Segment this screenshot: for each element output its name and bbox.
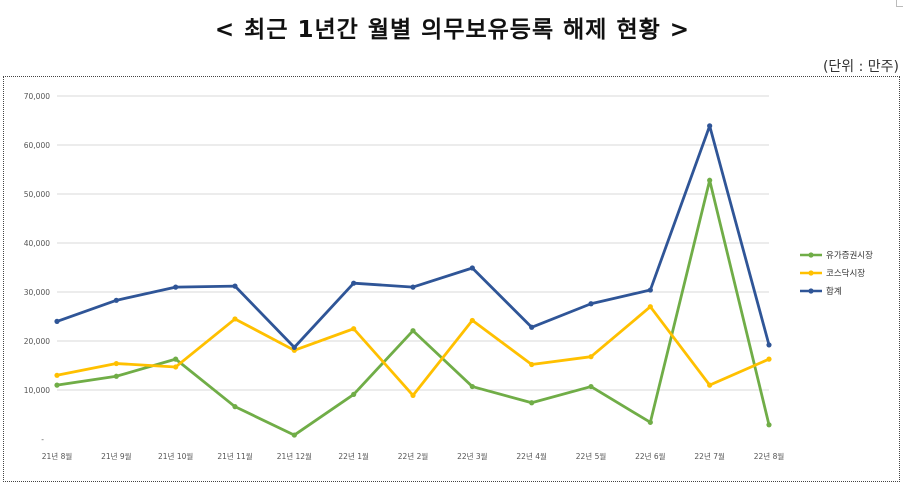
data-point bbox=[351, 326, 357, 332]
data-point bbox=[173, 356, 179, 362]
legend-label: 합계 bbox=[826, 286, 842, 297]
data-point bbox=[410, 284, 416, 290]
data-point bbox=[647, 304, 653, 310]
data-point bbox=[469, 317, 475, 324]
y-tick-label: 50,000 bbox=[24, 190, 50, 199]
y-tick-label: 60,000 bbox=[24, 141, 50, 150]
data-point bbox=[351, 280, 357, 286]
data-point bbox=[647, 419, 653, 425]
data-point bbox=[588, 354, 594, 360]
data-point bbox=[647, 287, 653, 293]
data-point bbox=[232, 316, 238, 322]
series-line-2 bbox=[56, 124, 771, 349]
data-point bbox=[469, 383, 475, 390]
y-tick-label: 30,000 bbox=[24, 288, 50, 297]
data-point bbox=[707, 177, 713, 183]
data-point bbox=[588, 383, 594, 390]
data-point bbox=[707, 382, 713, 388]
y-tick-label: 10,000 bbox=[24, 386, 50, 395]
data-point bbox=[529, 324, 535, 330]
data-point bbox=[291, 432, 297, 438]
x-tick-label: 22년 7월 bbox=[694, 451, 725, 461]
data-point bbox=[173, 284, 179, 290]
data-point bbox=[766, 422, 772, 428]
data-point bbox=[291, 344, 297, 350]
data-point bbox=[113, 373, 119, 379]
line-chart: - 10,000 20,000 30,000 40,000 50,000 60,000 70,… bbox=[24, 92, 873, 461]
data-point bbox=[529, 400, 535, 406]
x-tick-label: 21년 8월 bbox=[42, 451, 73, 461]
chart-container: - 10,000 20,000 30,000 40,000 50,000 60,000 70,… bbox=[3, 76, 900, 482]
series-line-1 bbox=[56, 305, 770, 397]
legend-marker bbox=[808, 288, 814, 294]
y-tick-label: 70,000 bbox=[24, 92, 50, 101]
x-tick-label: 21년 9월 bbox=[101, 451, 132, 461]
data-point bbox=[113, 360, 119, 367]
frame-corner-mark bbox=[896, 0, 903, 7]
legend-label: 유가증권시장 bbox=[826, 250, 873, 261]
x-tick-label: 22년 6월 bbox=[635, 451, 666, 461]
x-tick-label: 22년 1월 bbox=[338, 451, 369, 461]
y-tick-label: - bbox=[41, 435, 44, 444]
data-point bbox=[766, 342, 772, 348]
data-point bbox=[766, 356, 772, 362]
data-point bbox=[588, 301, 594, 307]
x-tick-label: 21년 12월 bbox=[277, 451, 312, 461]
legend-marker bbox=[808, 270, 814, 276]
data-point bbox=[54, 318, 60, 324]
legend-marker bbox=[808, 252, 814, 258]
data-point bbox=[232, 283, 238, 289]
x-tick-label: 22년 4월 bbox=[516, 451, 547, 461]
data-point bbox=[54, 382, 60, 388]
x-tick-label: 22년 8월 bbox=[754, 451, 785, 461]
data-point bbox=[469, 265, 475, 271]
x-tick-label: 22년 2월 bbox=[398, 451, 429, 461]
data-point bbox=[351, 391, 357, 398]
data-point bbox=[113, 297, 119, 303]
x-tick-label: 22년 5월 bbox=[576, 451, 607, 461]
data-point bbox=[232, 404, 238, 410]
y-tick-label: 20,000 bbox=[24, 337, 50, 346]
data-point bbox=[529, 361, 535, 368]
unit-note: (단위 : 만주) bbox=[822, 59, 899, 75]
data-point bbox=[707, 123, 713, 129]
x-tick-label: 21년 10월 bbox=[158, 451, 193, 461]
x-tick-label: 21년 11월 bbox=[217, 451, 252, 461]
data-point bbox=[173, 364, 179, 370]
legend-label: 코스닥시장 bbox=[826, 268, 865, 279]
data-point bbox=[410, 328, 416, 334]
y-tick-label: 40,000 bbox=[24, 239, 50, 248]
data-point bbox=[410, 392, 416, 398]
data-point bbox=[54, 372, 60, 378]
x-tick-label: 22년 3월 bbox=[457, 451, 488, 461]
chart-title: < 최근 1년간 월별 의무보유등록 해제 현황 > bbox=[214, 17, 691, 43]
